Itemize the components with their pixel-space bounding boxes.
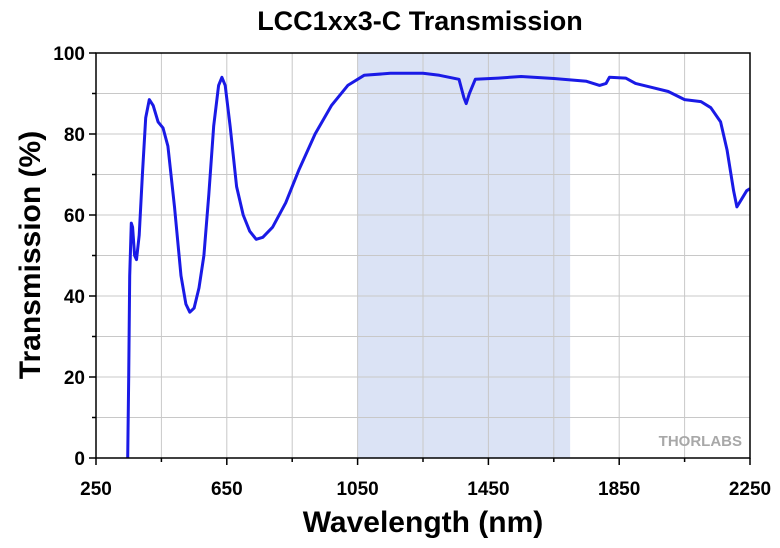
watermark: THORLABS xyxy=(659,433,742,450)
plot-frame xyxy=(95,52,751,459)
x-tick-label: 1450 xyxy=(467,479,509,500)
x-tick-label: 1050 xyxy=(336,479,378,500)
y-axis-label: Transmission (%) xyxy=(14,131,47,379)
y-tick-label: 40 xyxy=(64,287,85,308)
y-tick-label: 20 xyxy=(64,368,85,389)
x-tick-label: 650 xyxy=(211,479,243,500)
chart-title: LCC1xx3-C Transmission xyxy=(257,6,583,36)
x-tick-label: 1850 xyxy=(598,479,640,500)
x-tick-label: 250 xyxy=(80,479,112,500)
x-axis-label: Wavelength (nm) xyxy=(303,506,544,539)
y-tick-label: 80 xyxy=(64,125,85,146)
y-tick-label: 100 xyxy=(53,44,85,65)
data-line xyxy=(126,71,751,459)
y-tick-label: 60 xyxy=(64,206,85,227)
y-tick-label: 0 xyxy=(74,449,85,470)
x-tick-label: 2250 xyxy=(729,479,771,500)
